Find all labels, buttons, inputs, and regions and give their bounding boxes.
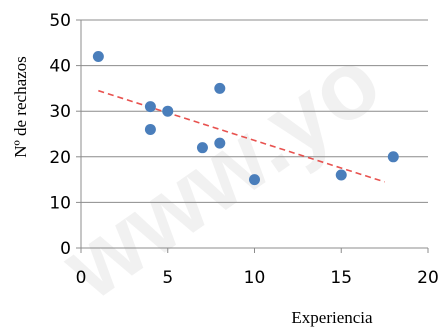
x-tick-label-1: 5 (162, 268, 173, 288)
gridlines (81, 19, 428, 203)
x-tick-labels: 0 5 10 15 20 (76, 268, 439, 288)
data-point-1 (144, 101, 156, 113)
data-point-4 (196, 142, 208, 154)
data-point-7 (249, 174, 260, 186)
data-point-3 (162, 105, 174, 117)
x-tick-label-0: 0 (76, 268, 87, 288)
x-tick-label-4: 20 (417, 268, 439, 288)
y-axis-title: Nº de rechazos (11, 56, 30, 158)
y-tick-label-2: 20 (49, 148, 71, 168)
data-point-6 (214, 137, 226, 149)
y-tick-label-0: 0 (60, 239, 71, 259)
y-tick-label-3: 30 (49, 102, 71, 122)
data-point-5 (214, 82, 226, 94)
axes (76, 19, 429, 253)
data-point-9 (387, 151, 399, 163)
y-tick-label-1: 10 (49, 193, 71, 213)
x-tick-label-3: 15 (330, 268, 352, 288)
y-tick-label-4: 40 (49, 57, 71, 77)
data-point-8 (335, 169, 347, 181)
data-point-2 (144, 123, 156, 135)
y-tick-labels: 0 10 20 30 40 50 (49, 11, 71, 259)
data-point-0 (92, 50, 104, 62)
x-axis-title: Experiencia (291, 308, 373, 327)
x-tick-label-2: 10 (244, 268, 266, 288)
y-tick-label-5: 50 (49, 11, 71, 31)
data-points (92, 50, 399, 186)
